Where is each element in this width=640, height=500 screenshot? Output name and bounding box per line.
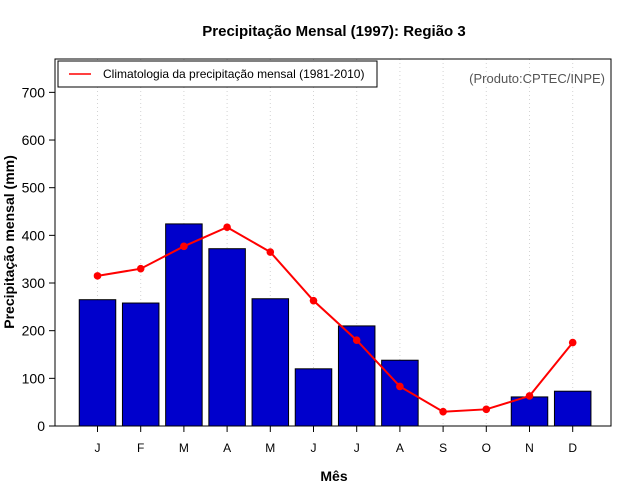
climatology-point xyxy=(266,248,275,256)
bar xyxy=(78,299,117,427)
source-annotation: (Produto:CPTEC/INPE) xyxy=(469,71,605,86)
x-tick-label: M xyxy=(179,441,189,455)
climatology-line xyxy=(97,226,574,413)
x-tick-label: F xyxy=(137,441,144,455)
legend: Climatologia da precipitação mensal (198… xyxy=(57,60,378,88)
climatology-point xyxy=(396,382,404,391)
axes: 0 100 200 300 400 500 600 700 J F M A M J J A S O N D xyxy=(22,84,578,455)
x-tick-label: A xyxy=(396,441,404,455)
legend-box xyxy=(57,60,378,88)
y-tick-label: 700 xyxy=(22,84,46,100)
x-tick-label: J xyxy=(354,441,360,455)
bar xyxy=(251,298,290,427)
x-tick-label: A xyxy=(223,441,231,455)
y-tick-label: 600 xyxy=(22,132,46,148)
y-tick-label: 100 xyxy=(22,370,46,386)
x-tick-label: S xyxy=(439,441,447,455)
chart-title: Precipitação Mensal (1997): Região 3 xyxy=(202,23,465,40)
climatology-point xyxy=(568,338,577,347)
climatology-point xyxy=(439,407,447,416)
x-tick-label: J xyxy=(95,441,101,455)
x-tick-label: D xyxy=(568,441,577,455)
climatology-point xyxy=(309,296,318,305)
y-tick-label: 400 xyxy=(22,227,46,243)
climatology-point xyxy=(352,336,361,345)
y-tick-label: 300 xyxy=(22,275,46,291)
climatology-point xyxy=(180,242,188,251)
bar xyxy=(294,368,333,427)
climatology-point xyxy=(482,405,491,414)
x-tick-label: O xyxy=(482,441,491,455)
bar xyxy=(165,223,203,427)
bar xyxy=(553,390,592,427)
x-axis-title: Mês xyxy=(320,468,347,484)
x-tick-label: J xyxy=(311,441,317,455)
legend-label: Climatologia da precipitação mensal (198… xyxy=(103,67,364,81)
plot-frame xyxy=(54,58,612,427)
climatology-point xyxy=(525,392,534,400)
y-tick-label: 500 xyxy=(22,180,46,196)
climatology-point xyxy=(93,272,102,280)
bar xyxy=(121,302,160,427)
y-tick-label: 200 xyxy=(22,323,46,339)
x-tick-label: M xyxy=(265,441,275,455)
bar xyxy=(208,248,246,427)
line-series xyxy=(93,223,577,416)
y-tick-label: 0 xyxy=(37,418,45,434)
x-tick-label: N xyxy=(525,441,534,455)
bar-series xyxy=(78,223,592,427)
bar xyxy=(510,396,549,427)
y-axis-title: Precipitação mensal (mm) xyxy=(1,155,17,329)
climatology-point xyxy=(223,223,231,232)
climatology-point xyxy=(136,264,145,273)
